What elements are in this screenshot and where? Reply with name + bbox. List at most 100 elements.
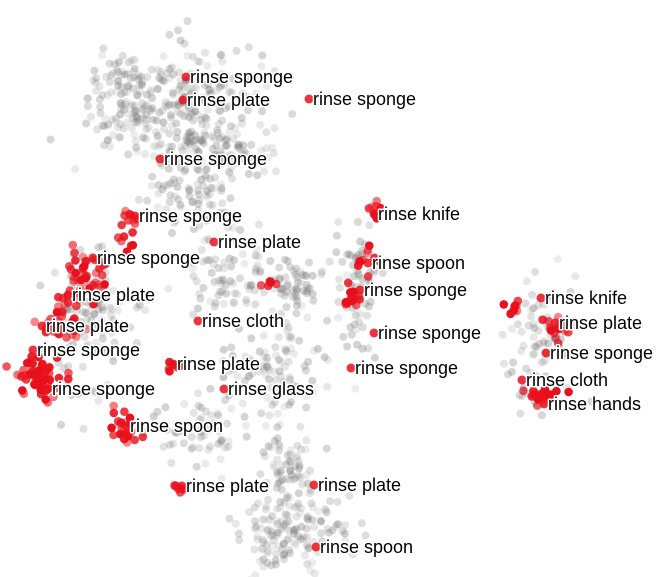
background-point (211, 173, 219, 182)
background-point (191, 131, 199, 140)
highlight-point (122, 247, 132, 256)
background-point (130, 131, 139, 140)
background-point (227, 262, 236, 271)
background-point (294, 471, 303, 480)
background-point (304, 544, 312, 553)
annotation-label: rinse sponge (139, 206, 242, 226)
background-point (164, 284, 173, 293)
background-point (153, 131, 162, 140)
background-point (253, 535, 262, 544)
background-point (131, 137, 140, 146)
background-point (200, 113, 209, 122)
background-point (144, 124, 153, 133)
background-point (150, 142, 159, 151)
annotation-marker (28, 345, 38, 355)
background-point (208, 145, 217, 153)
background-point (305, 284, 314, 293)
background-point (263, 362, 271, 371)
background-point (261, 421, 270, 430)
background-point (301, 271, 310, 280)
background-point (186, 137, 194, 146)
background-point (201, 97, 210, 106)
background-point (289, 292, 297, 301)
background-point (135, 80, 144, 89)
background-point (341, 536, 350, 545)
background-point (212, 98, 221, 107)
background-point (237, 114, 246, 122)
background-point (292, 524, 301, 533)
background-point (278, 284, 287, 293)
background-point (100, 122, 109, 131)
background-point (127, 100, 136, 109)
background-point (256, 266, 265, 275)
background-point (116, 120, 125, 129)
background-point (146, 106, 155, 115)
background-point (91, 78, 100, 87)
background-point (352, 542, 361, 551)
background-point (286, 375, 295, 384)
highlight-point (560, 326, 569, 336)
background-point (130, 67, 138, 76)
background-point (251, 251, 260, 260)
background-point (92, 348, 101, 357)
background-point (197, 427, 206, 436)
annotation-label: rinse plate (218, 232, 301, 252)
background-point (187, 88, 196, 97)
background-point (553, 255, 562, 264)
background-point (123, 82, 132, 91)
highlight-point (113, 233, 123, 242)
background-point (196, 76, 205, 84)
background-point (238, 399, 247, 408)
background-point (273, 423, 282, 432)
background-point (155, 73, 164, 82)
background-point (317, 517, 325, 526)
background-point (206, 384, 215, 393)
background-point (278, 476, 287, 485)
background-point (187, 433, 196, 441)
background-point (199, 181, 208, 190)
background-point (196, 415, 204, 424)
background-point (529, 304, 538, 313)
background-point (260, 288, 269, 297)
background-point (537, 358, 546, 367)
background-point (142, 115, 151, 124)
background-point (293, 296, 302, 305)
annotation-label: rinse sponge (355, 358, 458, 378)
background-point (127, 56, 136, 65)
background-point (262, 128, 271, 137)
background-point (287, 332, 296, 341)
background-point (207, 411, 216, 420)
background-point (325, 528, 333, 537)
background-point (198, 157, 206, 166)
highlight-point (126, 241, 136, 250)
background-point (566, 288, 575, 296)
highlight-point (38, 359, 47, 369)
highlight-point (138, 432, 148, 442)
background-point (248, 369, 257, 378)
background-point (210, 151, 219, 160)
background-point (195, 191, 204, 200)
background-point (153, 85, 162, 93)
background-point (239, 141, 248, 150)
background-point (278, 475, 287, 484)
background-point (325, 257, 334, 266)
background-point (208, 201, 217, 210)
background-point (148, 94, 156, 102)
background-point (169, 70, 178, 79)
background-point (210, 277, 219, 286)
background-point (531, 267, 540, 276)
background-point (36, 281, 45, 290)
background-point (275, 446, 284, 455)
background-point (587, 397, 596, 406)
background-point (142, 90, 151, 99)
background-point (186, 140, 194, 149)
background-point (115, 133, 124, 142)
background-point (268, 143, 277, 152)
background-point (303, 560, 312, 569)
background-point (282, 319, 291, 327)
background-point (113, 123, 122, 132)
background-point (216, 147, 225, 156)
background-point (117, 102, 126, 111)
background-point (283, 280, 292, 289)
background-point (260, 364, 269, 373)
